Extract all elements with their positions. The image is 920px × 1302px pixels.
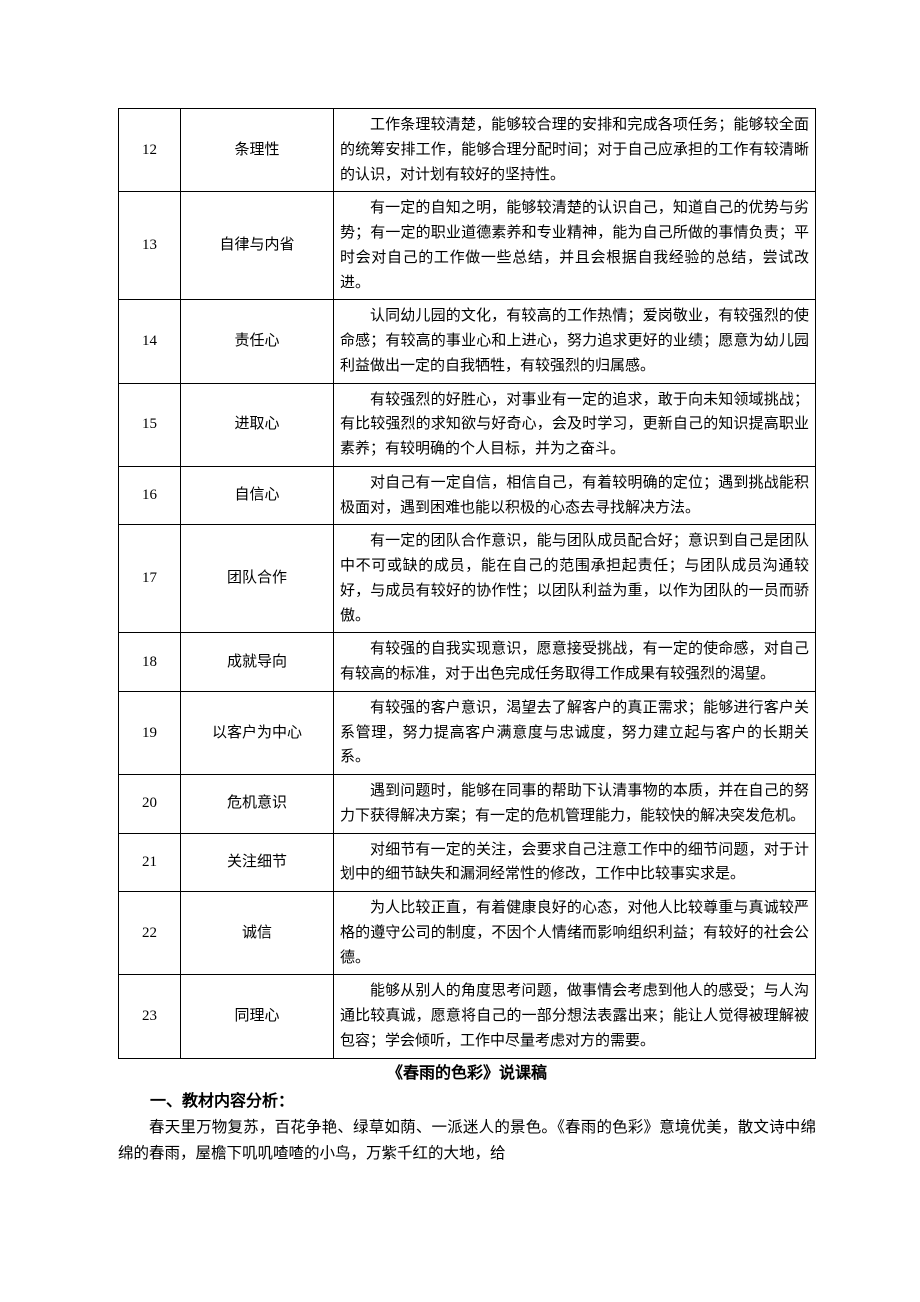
- row-name: 危机意识: [181, 775, 334, 834]
- row-number: 21: [119, 833, 181, 892]
- table-row: 19 以客户为中心 有较强的客户意识，渴望去了解客户的真正需求；能够进行客户关系…: [119, 691, 816, 774]
- row-number: 15: [119, 383, 181, 466]
- row-name: 自律与内省: [181, 192, 334, 300]
- table-row: 20 危机意识 遇到问题时，能够在同事的帮助下认清事物的本质，并在自己的努力下获…: [119, 775, 816, 834]
- row-number: 20: [119, 775, 181, 834]
- row-name: 进取心: [181, 383, 334, 466]
- row-name: 条理性: [181, 109, 334, 192]
- table-row: 21 关注细节 对细节有一定的关注，会要求自己注意工作中的细节问题，对于计划中的…: [119, 833, 816, 892]
- row-name: 团队合作: [181, 525, 334, 633]
- document-page: 12 条理性 工作条理较清楚，能够较合理的安排和完成各项任务；能够较全面的统筹安…: [0, 0, 920, 1206]
- row-desc: 对自己有一定自信，相信自己，有着较明确的定位；遇到挑战能积极面对，遇到困难也能以…: [334, 466, 816, 525]
- row-number: 23: [119, 975, 181, 1058]
- table-row: 15 进取心 有较强烈的好胜心，对事业有一定的追求，敢于向未知领域挑战；有比较强…: [119, 383, 816, 466]
- row-name: 以客户为中心: [181, 691, 334, 774]
- row-desc: 有较强烈的好胜心，对事业有一定的追求，敢于向未知领域挑战；有比较强烈的求知欲与好…: [334, 383, 816, 466]
- row-number: 14: [119, 300, 181, 383]
- table-row: 17 团队合作 有一定的团队合作意识，能与团队成员配合好；意识到自己是团队中不可…: [119, 525, 816, 633]
- row-number: 16: [119, 466, 181, 525]
- section-heading: 一、教材内容分析：: [118, 1089, 816, 1115]
- row-number: 17: [119, 525, 181, 633]
- table-row: 18 成就导向 有较强的自我实现意识，愿意接受挑战，有一定的使命感，对自己有较高…: [119, 633, 816, 692]
- table-row: 22 诚信 为人比较正直，有着健康良好的心态，对他人比较尊重与真诚较严格的遵守公…: [119, 892, 816, 975]
- row-desc: 有较强的客户意识，渴望去了解客户的真正需求；能够进行客户关系管理，努力提高客户满…: [334, 691, 816, 774]
- row-desc: 为人比较正直，有着健康良好的心态，对他人比较尊重与真诚较严格的遵守公司的制度，不…: [334, 892, 816, 975]
- row-name: 同理心: [181, 975, 334, 1058]
- row-number: 13: [119, 192, 181, 300]
- table-row: 14 责任心 认同幼儿园的文化，有较高的工作热情；爱岗敬业，有较强烈的使命感；有…: [119, 300, 816, 383]
- row-name: 关注细节: [181, 833, 334, 892]
- row-desc: 能够从别人的角度思考问题，做事情会考虑到他人的感受；与人沟通比较真诚，愿意将自己…: [334, 975, 816, 1058]
- table-body: 12 条理性 工作条理较清楚，能够较合理的安排和完成各项任务；能够较全面的统筹安…: [119, 109, 816, 1059]
- row-desc: 有较强的自我实现意识，愿意接受挑战，有一定的使命感，对自己有较高的标准，对于出色…: [334, 633, 816, 692]
- row-name: 责任心: [181, 300, 334, 383]
- row-number: 22: [119, 892, 181, 975]
- table-row: 13 自律与内省 有一定的自知之明，能够较清楚的认识自己，知道自己的优势与劣势；…: [119, 192, 816, 300]
- row-desc: 遇到问题时，能够在同事的帮助下认清事物的本质，并在自己的努力下获得解决方案；有一…: [334, 775, 816, 834]
- table-row: 23 同理心 能够从别人的角度思考问题，做事情会考虑到他人的感受；与人沟通比较真…: [119, 975, 816, 1058]
- competency-table: 12 条理性 工作条理较清楚，能够较合理的安排和完成各项任务；能够较全面的统筹安…: [118, 108, 816, 1059]
- row-number: 12: [119, 109, 181, 192]
- row-number: 19: [119, 691, 181, 774]
- row-name: 自信心: [181, 466, 334, 525]
- row-number: 18: [119, 633, 181, 692]
- row-desc: 工作条理较清楚，能够较合理的安排和完成各项任务；能够较全面的统筹安排工作，能够合…: [334, 109, 816, 192]
- table-row: 12 条理性 工作条理较清楚，能够较合理的安排和完成各项任务；能够较全面的统筹安…: [119, 109, 816, 192]
- row-desc: 有一定的自知之明，能够较清楚的认识自己，知道自己的优势与劣势；有一定的职业道德素…: [334, 192, 816, 300]
- table-row: 16 自信心 对自己有一定自信，相信自己，有着较明确的定位；遇到挑战能积极面对，…: [119, 466, 816, 525]
- row-name: 诚信: [181, 892, 334, 975]
- article-title: 《春雨的色彩》说课稿: [118, 1061, 816, 1087]
- row-desc: 对细节有一定的关注，会要求自己注意工作中的细节问题，对于计划中的细节缺失和漏洞经…: [334, 833, 816, 892]
- row-desc: 认同幼儿园的文化，有较高的工作热情；爱岗敬业，有较强烈的使命感；有较高的事业心和…: [334, 300, 816, 383]
- row-desc: 有一定的团队合作意识，能与团队成员配合好；意识到自己是团队中不可或缺的成员，能在…: [334, 525, 816, 633]
- article-paragraph: 春天里万物复苏，百花争艳、绿草如荫、一派迷人的景色。《春雨的色彩》意境优美，散文…: [118, 1115, 816, 1166]
- row-name: 成就导向: [181, 633, 334, 692]
